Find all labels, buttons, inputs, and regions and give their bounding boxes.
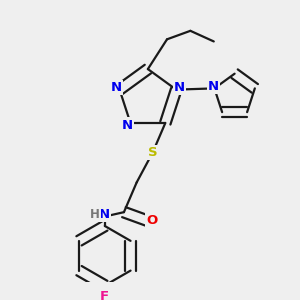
Text: N: N	[174, 81, 185, 94]
Text: N: N	[111, 81, 122, 94]
Text: F: F	[100, 290, 110, 300]
Text: S: S	[148, 146, 158, 159]
Text: N: N	[208, 80, 219, 93]
Text: N: N	[122, 118, 133, 131]
Text: N: N	[99, 208, 110, 221]
Text: H: H	[90, 208, 100, 221]
Text: O: O	[146, 214, 157, 227]
